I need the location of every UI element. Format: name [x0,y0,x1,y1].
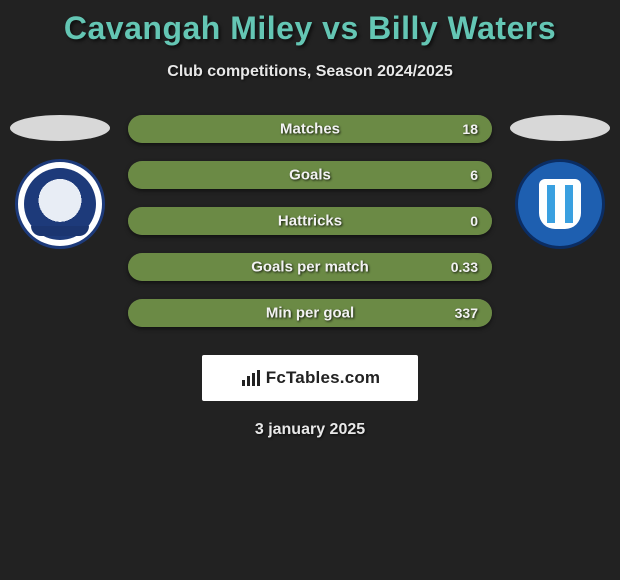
main-row: Matches 18 Goals 6 Hattricks 0 Goals per match… [0,115,620,327]
stat-bar: Goals per match 0.33 [128,253,492,281]
stat-label: Goals [289,167,331,184]
stat-label: Matches [280,121,340,138]
brand-text: FcTables.com [266,368,381,388]
stat-value: 0.33 [451,259,478,275]
left-column [10,115,110,249]
brand-box: FcTables.com [202,355,418,401]
right-club-logo [515,159,605,249]
left-club-logo [15,159,105,249]
stat-bars: Matches 18 Goals 6 Hattricks 0 Goals per match… [110,115,510,327]
stat-label: Min per goal [266,305,354,322]
date-text: 3 january 2025 [0,421,620,439]
page-title: Cavangah Miley vs Billy Waters [0,0,620,47]
right-column [510,115,610,249]
stat-bar: Goals 6 [128,161,492,189]
stat-value: 0 [470,213,478,229]
stat-label: Goals per match [251,259,369,276]
stat-value: 6 [470,167,478,183]
right-player-ellipse [510,115,610,141]
stat-bar: Min per goal 337 [128,299,492,327]
stat-value: 18 [462,121,478,137]
stat-bar: Hattricks 0 [128,207,492,235]
stat-value: 337 [455,305,478,321]
stat-bar: Matches 18 [128,115,492,143]
comparison-infographic: Cavangah Miley vs Billy Waters Club comp… [0,0,620,439]
left-player-ellipse [10,115,110,141]
bar-chart-icon [240,370,260,386]
subtitle: Club competitions, Season 2024/2025 [0,63,620,81]
stat-label: Hattricks [278,213,342,230]
